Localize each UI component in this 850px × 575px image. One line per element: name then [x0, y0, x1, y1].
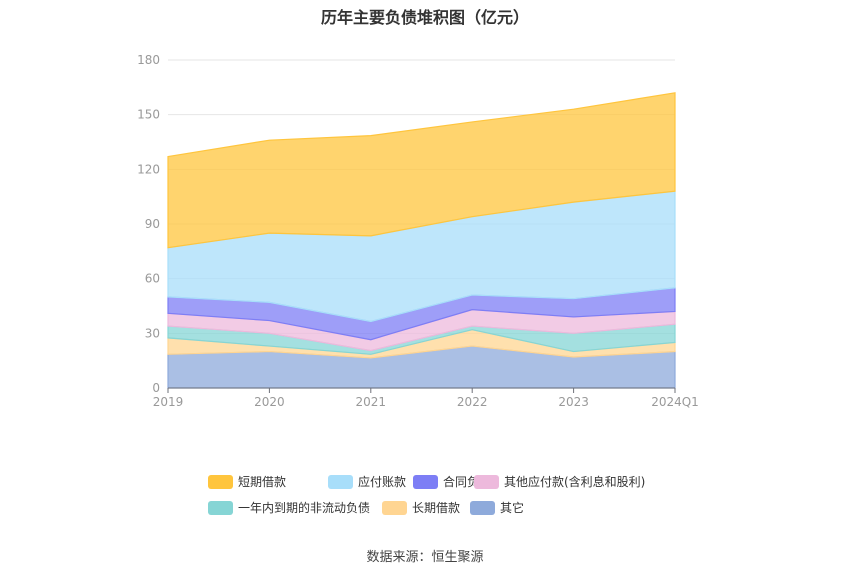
legend-swatch [328, 474, 353, 489]
axes: 0 30 60 90 120 150 180 2019 2020 2021 2022 2023 2024… [137, 53, 699, 409]
legend-item-6[interactable]: 短期借款 [208, 473, 286, 490]
x-tick-label-2022: 2022 [457, 395, 488, 409]
legend-label: 应付账款 [358, 475, 407, 489]
area-series [167, 92, 676, 389]
y-tick-label-0: 0 [152, 381, 160, 395]
x-tick-label-2024Q1: 2024Q1 [651, 395, 699, 409]
y-tick-label-30: 30 [145, 326, 160, 340]
legend-item-2[interactable]: 一年内到期的非流动负债 [208, 499, 370, 516]
legend-label: 其它 [500, 501, 525, 515]
y-tick-label-120: 120 [137, 162, 160, 176]
x-tick-label-2020: 2020 [254, 395, 285, 409]
legend-label: 短期借款 [238, 475, 287, 489]
y-tick-label-150: 150 [137, 108, 160, 122]
legend-item-0[interactable]: 其它 [470, 499, 524, 516]
legend-item-5[interactable]: 应付账款 [328, 473, 406, 490]
legend-label: 一年内到期的非流动负债 [238, 501, 371, 515]
legend-label: 其他应付款(含利息和股利) [504, 475, 646, 489]
x-tick-label-2021: 2021 [356, 395, 387, 409]
legend-swatch [382, 500, 407, 515]
legend-swatch [208, 500, 233, 515]
x-tick-label-2023: 2023 [558, 395, 589, 409]
y-tick-label-60: 60 [145, 272, 160, 286]
data-source-note: 数据来源：恒生聚源 [366, 550, 484, 565]
legend-swatch [208, 474, 233, 489]
legend-label: 长期借款 [412, 501, 461, 515]
x-tick-label-2019: 2019 [153, 395, 184, 409]
chart-title: 历年主要负债堆积图（亿元） [320, 8, 529, 27]
legend-swatch [470, 500, 495, 515]
legend-swatch [413, 474, 438, 489]
legend-item-1[interactable]: 长期借款 [382, 499, 460, 516]
y-tick-label-90: 90 [145, 217, 160, 231]
legend-swatch [474, 474, 499, 489]
legend-item-3[interactable]: 其他应付款(含利息和股利) [474, 473, 645, 490]
y-tick-label-180: 180 [137, 53, 160, 67]
area-series-6[interactable] [167, 92, 676, 249]
